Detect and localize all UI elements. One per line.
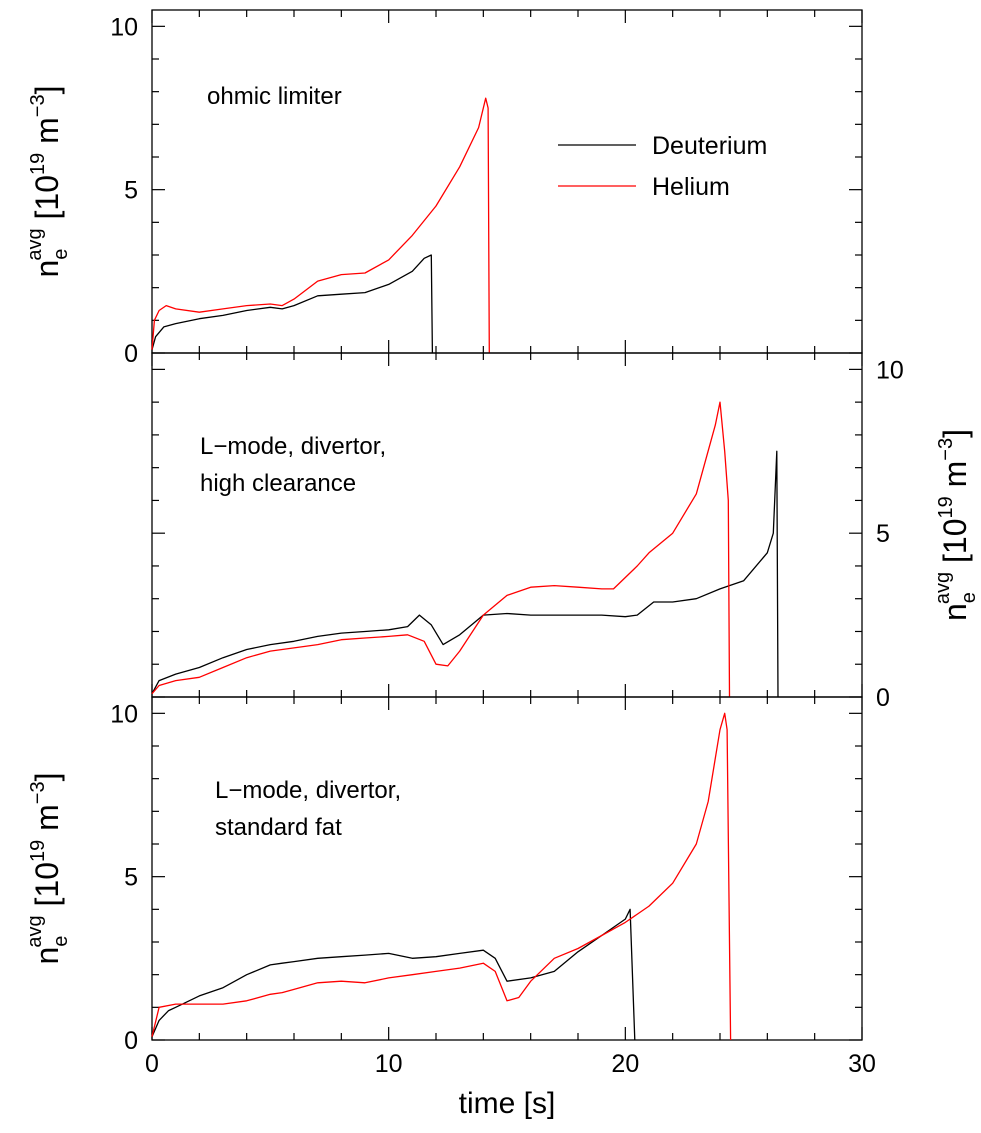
y-axis-label: neavg [1019 m−3] [24, 772, 72, 964]
x-tick-label: 30 [848, 1050, 876, 1078]
panel-annotation: ohmic limiter [207, 83, 342, 110]
y-tick-label: 10 [110, 700, 138, 728]
y-tick-label: 5 [124, 177, 138, 205]
y-axis-label: neavg [1019 m−3] [932, 429, 980, 621]
series-line-deuterium [151, 908, 636, 1041]
y-tick-label: 10 [876, 356, 904, 384]
y-tick-label: 0 [876, 684, 890, 712]
series-line-deuterium [151, 254, 434, 354]
y-tick-label: 0 [124, 1027, 138, 1055]
series-line-deuterium [151, 450, 779, 698]
legend-label-deuterium: Deuterium [652, 132, 767, 160]
panel-frame [151, 352, 863, 698]
y-axis-label: neavg [1019 m−3] [24, 85, 72, 277]
y-tick-label: 0 [124, 340, 138, 368]
y-tick-label: 5 [876, 520, 890, 548]
x-tick-label: 0 [145, 1050, 159, 1078]
panel-1: 0 5 10 neavg [1019 m−3] ohmic limiter Deuteri… [24, 9, 863, 368]
x-tick-label: 10 [375, 1050, 403, 1078]
x-axis-label: time [s] [459, 1087, 556, 1120]
series-line-helium [151, 401, 731, 698]
series-line-helium [151, 97, 490, 354]
panel-annotation: high clearance [200, 470, 356, 497]
x-tick-label: 20 [611, 1050, 639, 1078]
panel-2: 0 5 10 neavg [1019 m−3] L−mode, divertor, hig… [151, 352, 980, 712]
legend: Deuterium Helium [558, 132, 767, 201]
panel-annotation: standard fat [215, 814, 342, 841]
panel-annotation: L−mode, divertor, [215, 777, 401, 804]
series-line-helium [151, 712, 732, 1041]
panel-3: 0 5 10 0 10 20 30 neavg [1019 m−3] L−mode, diver… [24, 696, 876, 1078]
y-tick-label: 5 [124, 864, 138, 892]
legend-label-helium: Helium [652, 173, 730, 201]
y-tick-label: 10 [110, 13, 138, 41]
panel-frame [151, 9, 863, 354]
panel-frame [151, 696, 863, 1041]
panel-annotation: L−mode, divertor, [200, 433, 386, 460]
